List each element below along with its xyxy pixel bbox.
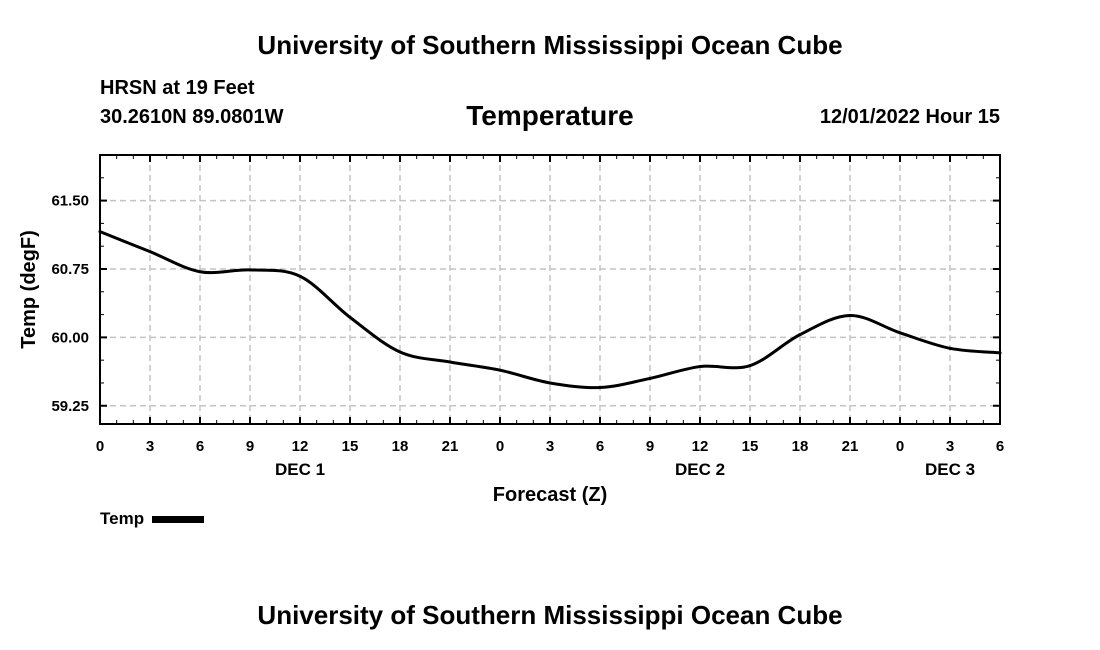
- data-point-temp: [398, 350, 402, 354]
- y-axis-label: Temp (degF): [18, 230, 40, 349]
- x-day-label: DEC 2: [675, 460, 725, 479]
- x-tick-label: 6: [996, 438, 1004, 455]
- data-point-temp: [598, 386, 602, 390]
- data-point-temp: [898, 331, 902, 335]
- data-point-temp: [948, 346, 952, 350]
- x-tick-label: 9: [646, 438, 654, 455]
- data-point-temp: [698, 365, 702, 369]
- station-label: HRSN at 19 Feet: [100, 77, 255, 99]
- x-tick-label: 21: [842, 438, 859, 455]
- x-tick-label: 21: [442, 438, 459, 455]
- x-tick-label: 12: [292, 438, 309, 455]
- legend: Temp: [100, 509, 205, 529]
- x-tick-label: 18: [792, 438, 809, 455]
- x-tick-label: 6: [196, 438, 204, 455]
- data-point-temp: [448, 360, 452, 364]
- x-tick-label: 15: [742, 438, 759, 455]
- station-coordinates: 30.2610N 89.0801W: [100, 106, 284, 128]
- x-tick-label: 0: [96, 438, 104, 455]
- y-tick-label: 60.00: [51, 329, 89, 346]
- x-axis-label: Forecast (Z): [493, 484, 607, 506]
- y-tick-label: 59.25: [51, 398, 89, 415]
- page-title: University of Southern Mississippi Ocean…: [257, 30, 843, 60]
- data-point-temp: [148, 250, 152, 254]
- data-point-temp: [498, 368, 502, 372]
- y-tick-label: 60.75: [51, 261, 89, 278]
- data-point-temp: [298, 274, 302, 278]
- x-tick-label: 6: [596, 438, 604, 455]
- data-point-temp: [848, 313, 852, 317]
- y-tick-label: 61.50: [51, 193, 89, 210]
- x-tick-label: 0: [896, 438, 904, 455]
- legend-label: Temp: [100, 509, 145, 528]
- plot-frame: [99, 154, 1001, 425]
- footer-title: University of Southern Mississippi Ocean…: [257, 600, 843, 630]
- x-day-label: DEC 1: [275, 460, 325, 479]
- temperature-chart: 0 3 6 9 12 15 18 21 0 3 6 9 12 15 18 21 0 3 6 59.25 60.00 60.…: [18, 154, 1004, 506]
- data-point-temp: [198, 270, 202, 274]
- chart-title: Temperature: [466, 100, 634, 131]
- x-tick-label: 9: [246, 438, 254, 455]
- x-tick-label: 18: [392, 438, 409, 455]
- x-tick-label: 3: [946, 438, 954, 455]
- x-tick-label: 0: [496, 438, 504, 455]
- data-point-temp: [748, 364, 752, 368]
- data-point-temp: [798, 333, 802, 337]
- axis-labels: 0 3 6 9 12 15 18 21 0 3 6 9 12 15 18 21 0 3 6 59.25 60.00 60.…: [18, 193, 1004, 506]
- x-tick-label: 12: [692, 438, 709, 455]
- x-tick-label: 15: [342, 438, 359, 455]
- data-point-temp: [648, 376, 652, 380]
- x-tick-label: 3: [146, 438, 154, 455]
- legend-swatch-temp: [152, 515, 205, 523]
- data-point-temp: [248, 268, 252, 272]
- x-tick-label: 3: [546, 438, 554, 455]
- forecast-datetime: 12/01/2022 Hour 15: [819, 106, 1000, 128]
- data-point-temp: [348, 315, 352, 319]
- x-day-label: DEC 3: [925, 460, 975, 479]
- data-point-temp: [548, 381, 552, 385]
